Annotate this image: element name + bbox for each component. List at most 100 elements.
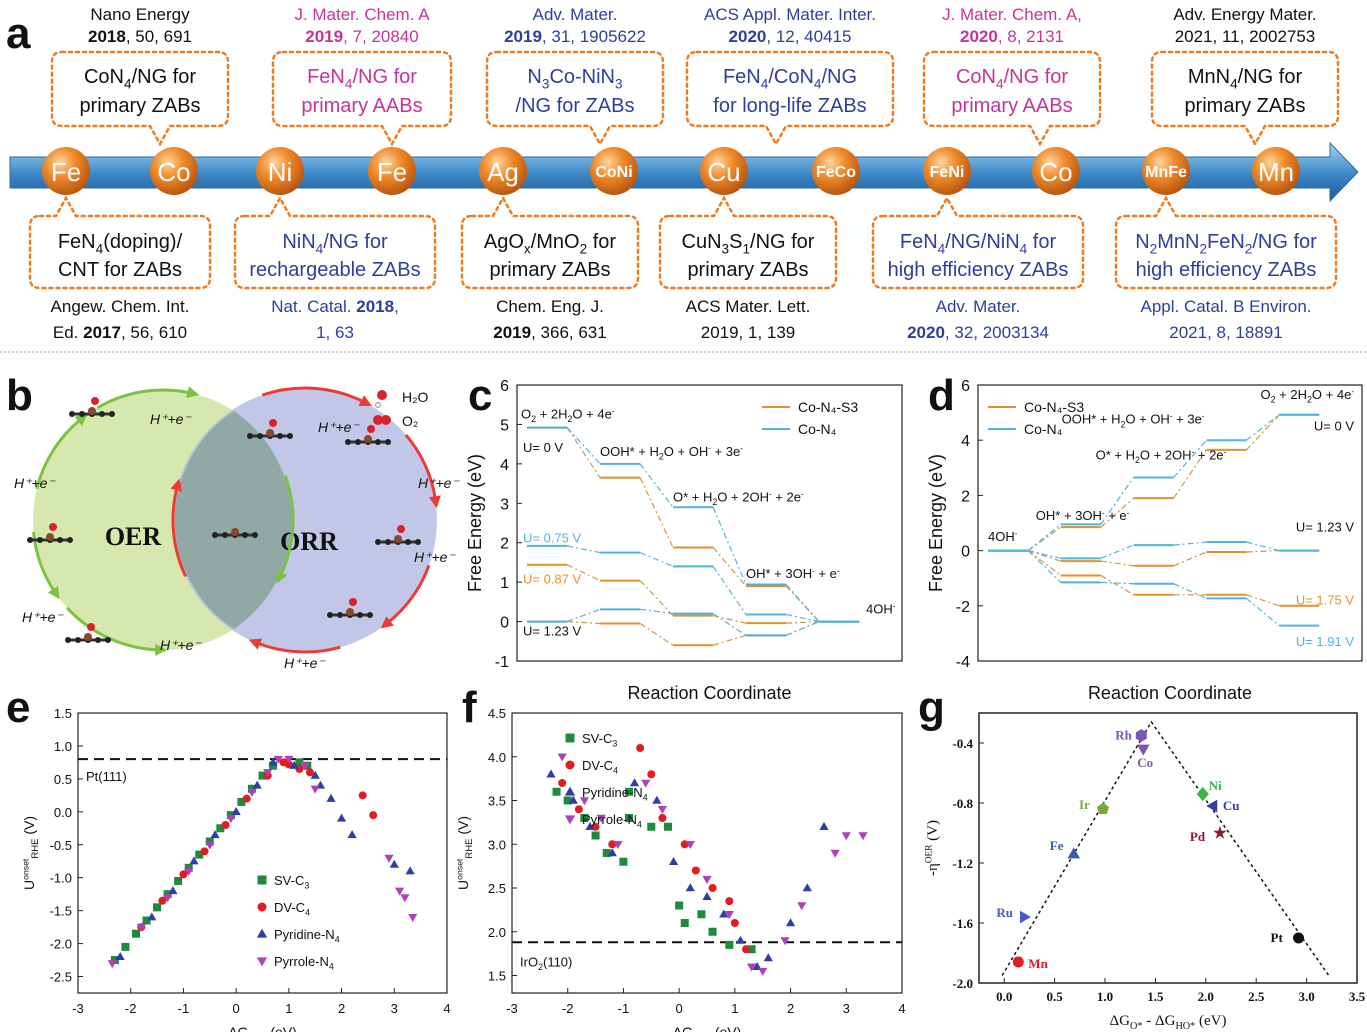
oxygen-atom <box>367 425 375 433</box>
data-label: Co <box>1137 755 1153 770</box>
data-point-rh <box>1135 729 1147 742</box>
y-tick-label: 1.5 <box>488 969 506 984</box>
reference-journal: Adv. Mater. <box>533 5 618 24</box>
element-marker: Ag <box>479 147 527 195</box>
oxygen-atom <box>87 623 95 631</box>
text-span: O* + H <box>673 489 712 504</box>
element-label: Fe <box>377 157 407 187</box>
data-point <box>189 856 199 865</box>
data-point <box>226 811 235 820</box>
data-point <box>841 832 851 841</box>
energy-connector <box>1173 439 1207 478</box>
oxygen-atom <box>349 598 357 606</box>
text-span: - <box>1351 387 1354 396</box>
text-span: - <box>740 444 743 453</box>
x-tick-label: 1 <box>285 1001 292 1016</box>
x-tick-label: -3 <box>506 1001 518 1016</box>
text-span: 2019, 1, 139 <box>701 323 796 342</box>
reference-detail: 2019, 366, 631 <box>493 323 606 342</box>
text-span: Co-NiN <box>549 66 615 88</box>
data-point <box>300 762 310 771</box>
oxygen-icon <box>373 415 383 425</box>
energy-connector <box>639 552 674 567</box>
text-span: - <box>769 489 772 498</box>
catalyst-site <box>327 598 373 618</box>
x-tick-label: 3 <box>391 1001 398 1016</box>
energy-connector <box>567 620 601 625</box>
text-span: 3 <box>722 242 730 257</box>
y-tick-label: -1.0 <box>50 871 72 886</box>
data-point <box>746 963 757 972</box>
text-span: FeN <box>900 231 938 253</box>
oxygen-atom <box>91 397 99 405</box>
data-point <box>702 891 712 900</box>
data-point <box>596 814 606 823</box>
data-point <box>284 760 293 769</box>
x-axis-label: ΔGO* - ΔGHO* (eV) <box>1110 1013 1227 1032</box>
x-tick-label: 4 <box>898 1001 905 1016</box>
x-tick-label: 3 <box>843 1001 850 1016</box>
text-span: 4 <box>637 820 642 830</box>
energy-connector <box>1173 583 1207 599</box>
text-span: , 32, 2003134 <box>945 323 1049 342</box>
catalyst-site <box>212 528 258 538</box>
legend-marker <box>256 957 268 967</box>
element-ball <box>368 147 416 195</box>
data-point <box>168 886 178 895</box>
legend-marker <box>564 786 576 796</box>
data-point <box>394 887 405 896</box>
text-span: for long-life ZABs <box>713 95 866 117</box>
metal-atom <box>88 407 96 415</box>
oxygen-atom <box>397 525 405 533</box>
callout-title: CuN3S1/NG for <box>682 231 815 257</box>
potential-label: U= 1.23 V <box>1296 519 1355 534</box>
carbon-atom <box>345 439 351 445</box>
data-point-fe <box>1067 847 1081 859</box>
carbon-atom <box>252 532 258 538</box>
potential-label: U= 0 V <box>1314 419 1354 434</box>
step-label: O* + H2O + 2OH- + 2e- <box>673 489 804 507</box>
data-point <box>310 785 320 794</box>
orr-arrow <box>386 564 431 625</box>
energy-connector <box>1246 541 1280 552</box>
potential-label: U= 0 V <box>523 440 563 455</box>
panel-g: 0.0 0.5 1.0 1.5 2.0 2.5 3.0 3.5 -2.0 -1.6 -1.2 -0.8… <box>924 712 1366 1032</box>
x-tick-label: -1 <box>618 1001 630 1016</box>
carbon-atom <box>69 411 75 417</box>
text-span: + e <box>1105 508 1127 523</box>
data-point <box>641 779 651 788</box>
text-span: OER <box>924 844 934 863</box>
text-span: 2 <box>712 497 717 507</box>
data-point <box>725 940 734 949</box>
text-span: - <box>812 566 815 575</box>
energy-connector <box>1100 560 1134 567</box>
callout-subtitle: primary ZABs <box>489 259 610 281</box>
legend-label: SV-C3 <box>582 731 617 749</box>
text-span: 2 <box>1199 242 1207 257</box>
x-axis-label: Reaction Coordinate <box>627 683 791 703</box>
text-span: /NG for <box>1252 231 1317 253</box>
data-label: Mn <box>1028 956 1048 971</box>
text-span: - <box>1192 448 1195 457</box>
data-point <box>273 755 283 764</box>
reference-journal: J. Mater. Chem. A <box>294 5 430 24</box>
text-span: HO* <box>1175 1021 1195 1032</box>
text-span: + 3e <box>711 444 740 459</box>
reference-journal: J. Mater. Chem. A, <box>942 5 1082 24</box>
text-span: + 2H <box>536 406 567 421</box>
text-span: 4 <box>329 962 334 972</box>
data-label: Fe <box>1050 838 1064 853</box>
element-label: Co <box>157 157 190 187</box>
text-span: 4 <box>643 793 648 803</box>
text-span: CoN <box>956 66 996 88</box>
callout-title: NiN4/NG for <box>282 231 388 257</box>
text-span: (V) <box>925 820 941 845</box>
text-span: 2019 <box>305 27 343 46</box>
carbon-atom <box>99 411 105 417</box>
text-span: /NG for <box>352 66 417 88</box>
text-span: 2 <box>531 414 536 424</box>
data-point <box>195 850 204 859</box>
